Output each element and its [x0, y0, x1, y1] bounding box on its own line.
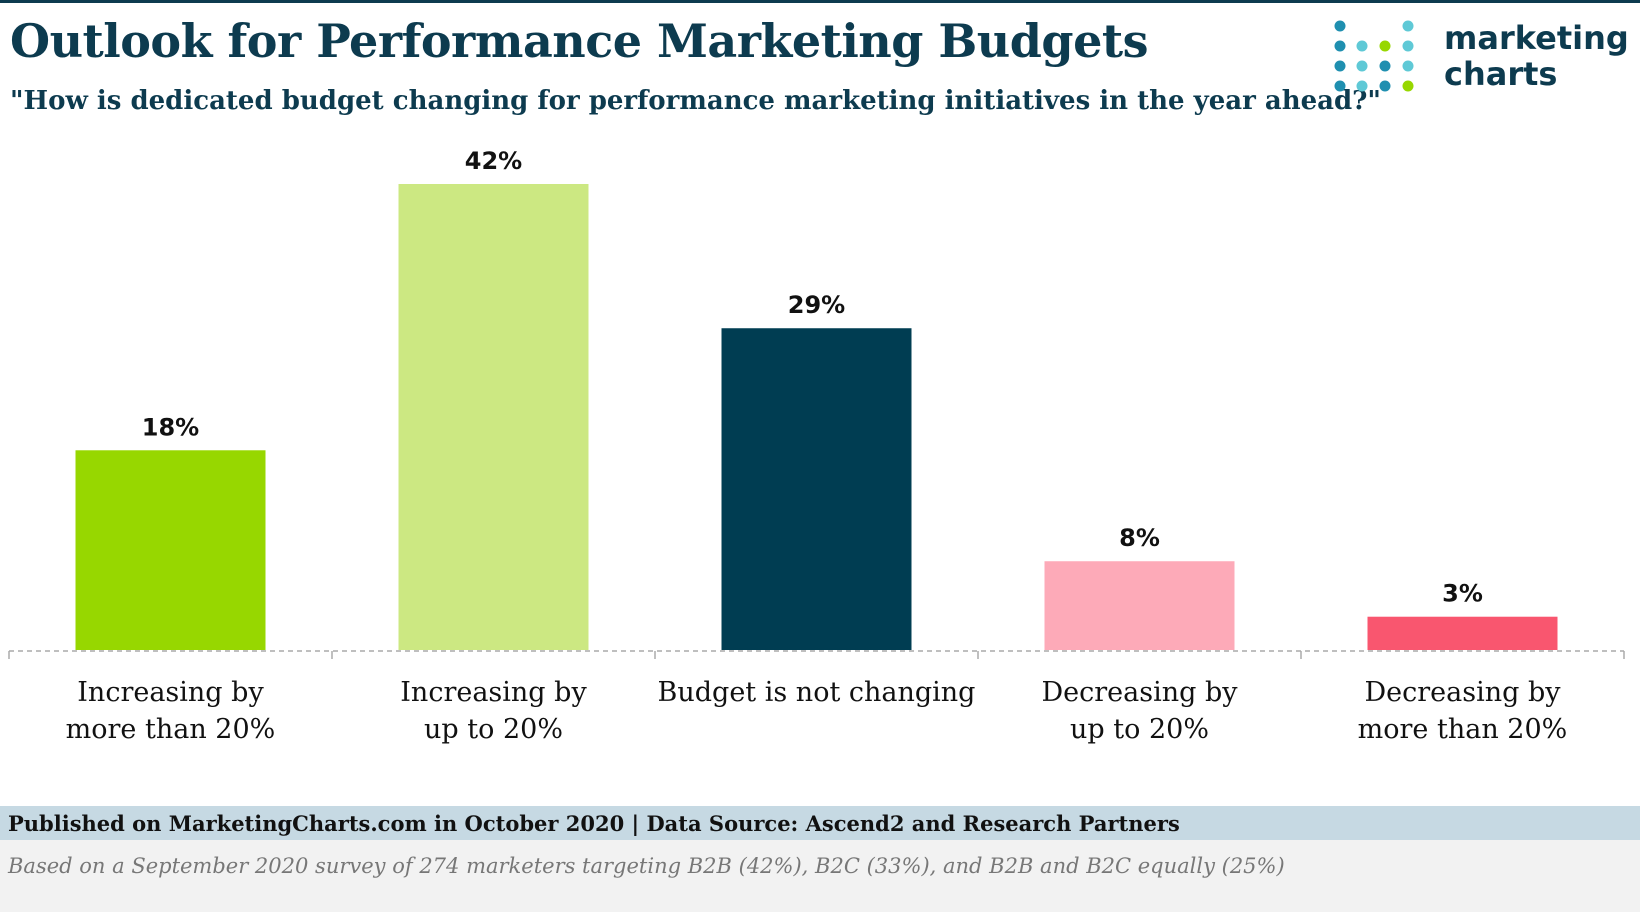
data-label: 8% [1119, 524, 1160, 552]
logo-dots-icon [1334, 20, 1414, 92]
data-label: 3% [1442, 580, 1483, 608]
chart-subtitle: "How is dedicated budget changing for pe… [10, 86, 1381, 116]
marketingcharts-logo: marketing charts [1334, 18, 1634, 98]
category-label: Decreasing by [1041, 677, 1238, 708]
bar [398, 184, 589, 650]
logo-line-2: charts [1444, 55, 1558, 93]
logo-line-1: marketing [1444, 19, 1629, 57]
category-label: Budget is not changing [658, 677, 976, 708]
data-label: 42% [465, 147, 522, 175]
footer-note-area: Based on a September 2020 survey of 274 … [0, 840, 1640, 912]
chart-title: Outlook for Performance Marketing Budget… [10, 14, 1149, 68]
bar [1044, 561, 1235, 650]
bar [721, 328, 912, 650]
logo-wordmark: marketing charts [1444, 20, 1629, 92]
category-label: up to 20% [1070, 714, 1209, 745]
category-label: more than 20% [1358, 714, 1568, 745]
bar [75, 450, 266, 650]
top-rule [0, 0, 1640, 3]
category-label: more than 20% [66, 714, 276, 745]
category-label: Decreasing by [1364, 677, 1561, 708]
data-label: 29% [788, 291, 845, 319]
category-label: Increasing by [77, 677, 264, 708]
footer-source-bar: Published on MarketingCharts.com in Octo… [0, 806, 1640, 840]
category-label: up to 20% [424, 714, 563, 745]
bar-chart: 18% Increasing by more than 20% 42% Increasi… [8, 147, 1625, 745]
bar [1367, 616, 1558, 650]
data-label: 18% [142, 413, 199, 441]
category-label: Increasing by [400, 677, 587, 708]
footer-note-text: Based on a September 2020 survey of 274 … [8, 854, 1285, 878]
footer-source-text: Published on MarketingCharts.com in Octo… [8, 811, 1180, 836]
